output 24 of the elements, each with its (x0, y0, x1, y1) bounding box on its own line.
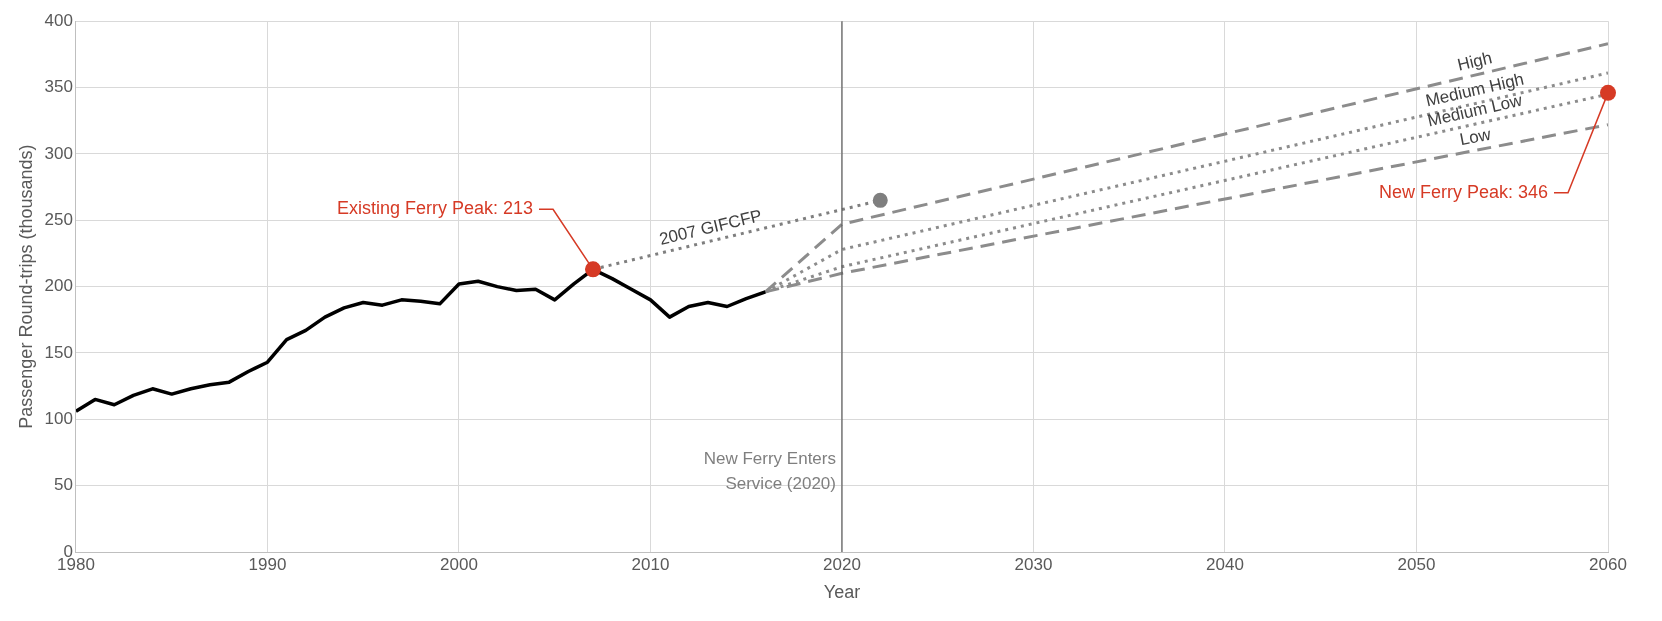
x-tick-label: 2020 (823, 554, 861, 574)
y-tick-label: 50 (54, 475, 73, 495)
x-tick-label: 2030 (1014, 554, 1053, 574)
x-tick-label: 2000 (440, 554, 478, 574)
ref-line-label: New Ferry Enters Service (2020) (703, 449, 836, 493)
y-axis-title: Passenger Round-trips (thousands) (15, 144, 36, 429)
y-tick-label: 400 (44, 10, 73, 30)
annotation: New Ferry Peak: 346 (1378, 181, 1548, 202)
y-tick-label: 150 (44, 342, 73, 362)
x-tick-label: 2050 (1397, 554, 1436, 574)
x-tick-label: 2010 (631, 554, 670, 574)
text: High (1455, 48, 1494, 75)
x-tick-label: 1990 (248, 554, 287, 574)
y-tick-label: 350 (44, 77, 73, 97)
annotation: Existing Ferry Peak: 213 (336, 198, 534, 219)
y-tick-label: 100 (44, 408, 73, 428)
y-tick-label: 200 (44, 276, 73, 296)
y-tick-label: 250 (44, 209, 73, 229)
text: Low (1458, 124, 1494, 150)
text: 2007 GIFCFP (657, 205, 764, 249)
x-axis-title: Year (823, 582, 861, 603)
x-tick-label: 2060 (1589, 554, 1627, 574)
x-tick-label: 2040 (1206, 554, 1244, 574)
y-tick-label: 300 (44, 143, 73, 163)
